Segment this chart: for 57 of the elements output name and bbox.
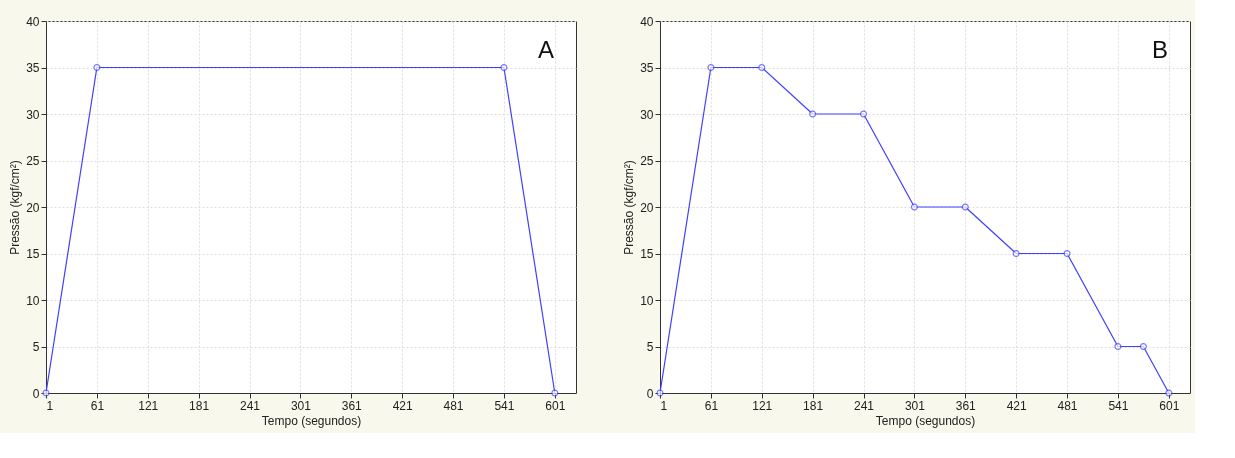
point bbox=[758, 63, 766, 72]
x-tick-label: 1 bbox=[660, 398, 668, 413]
y-tick-label: 0 bbox=[32, 386, 40, 401]
point bbox=[1165, 389, 1173, 397]
x-tick-label: 121 bbox=[752, 398, 773, 413]
y-tick-label: 10 bbox=[640, 293, 654, 308]
x-tick-label: 421 bbox=[392, 398, 413, 413]
annotation: B bbox=[1151, 36, 1169, 63]
x-tick-label: 361 bbox=[955, 398, 977, 413]
x-tick-label: 301 bbox=[904, 398, 926, 413]
x-tick-label: 241 bbox=[240, 398, 261, 413]
y-tick-label: 35 bbox=[26, 61, 40, 75]
x-tick-label: 601 bbox=[1159, 398, 1180, 413]
y-tick-label: 5 bbox=[646, 340, 654, 354]
y-tick-label: 25 bbox=[26, 154, 40, 168]
point bbox=[707, 63, 715, 72]
point bbox=[1012, 249, 1020, 258]
x-tick-label: 301 bbox=[290, 398, 312, 413]
point bbox=[809, 110, 817, 118]
point bbox=[1139, 342, 1147, 351]
x-tick-label: 61 bbox=[90, 398, 105, 413]
y-tick-label: 25 bbox=[640, 154, 654, 168]
y-tick-label: 0 bbox=[646, 386, 654, 401]
point bbox=[859, 110, 868, 118]
y-tick-label: 30 bbox=[26, 107, 40, 122]
x-tick-label: 541 bbox=[494, 398, 515, 413]
x-tick-label: 481 bbox=[1057, 398, 1078, 413]
y-tick-label: 30 bbox=[640, 107, 654, 122]
point bbox=[910, 203, 918, 211]
y-tick-label: 35 bbox=[640, 61, 654, 75]
x-tick-label: 121 bbox=[138, 398, 159, 413]
y-tick-label: 15 bbox=[640, 247, 654, 261]
x-axis-title: Tempo (segundos) bbox=[875, 413, 976, 428]
y-tick-label: 5 bbox=[32, 340, 40, 354]
x-tick-label: 1 bbox=[46, 398, 54, 413]
y-tick-label: 10 bbox=[26, 293, 40, 308]
x-axis-title: Tempo (segundos) bbox=[261, 413, 362, 428]
x-tick-label: 181 bbox=[189, 398, 210, 413]
y-tick-label: 15 bbox=[26, 247, 40, 261]
x-tick-label: 361 bbox=[341, 398, 363, 413]
x-tick-label: 481 bbox=[443, 398, 464, 413]
x-tick-label: 241 bbox=[854, 398, 875, 413]
point bbox=[1063, 249, 1071, 258]
y-axis-title: Pressão (kgf/cm²) bbox=[8, 160, 23, 255]
y-axis-title: Pressão (kgf/cm²) bbox=[622, 160, 637, 255]
x-tick-label: 61 bbox=[704, 398, 719, 413]
x-tick-label: 601 bbox=[545, 398, 566, 413]
point bbox=[961, 203, 969, 211]
y-tick-label: 40 bbox=[640, 14, 654, 29]
y-tick-label: 20 bbox=[640, 200, 654, 215]
y-tick-label: 20 bbox=[26, 200, 40, 215]
y-tick-label: 40 bbox=[26, 14, 40, 29]
x-tick-label: 421 bbox=[1006, 398, 1027, 413]
x-tick-label: 181 bbox=[803, 398, 824, 413]
annotation: A bbox=[537, 36, 555, 63]
x-tick-label: 541 bbox=[1108, 398, 1129, 413]
point bbox=[1114, 342, 1122, 351]
